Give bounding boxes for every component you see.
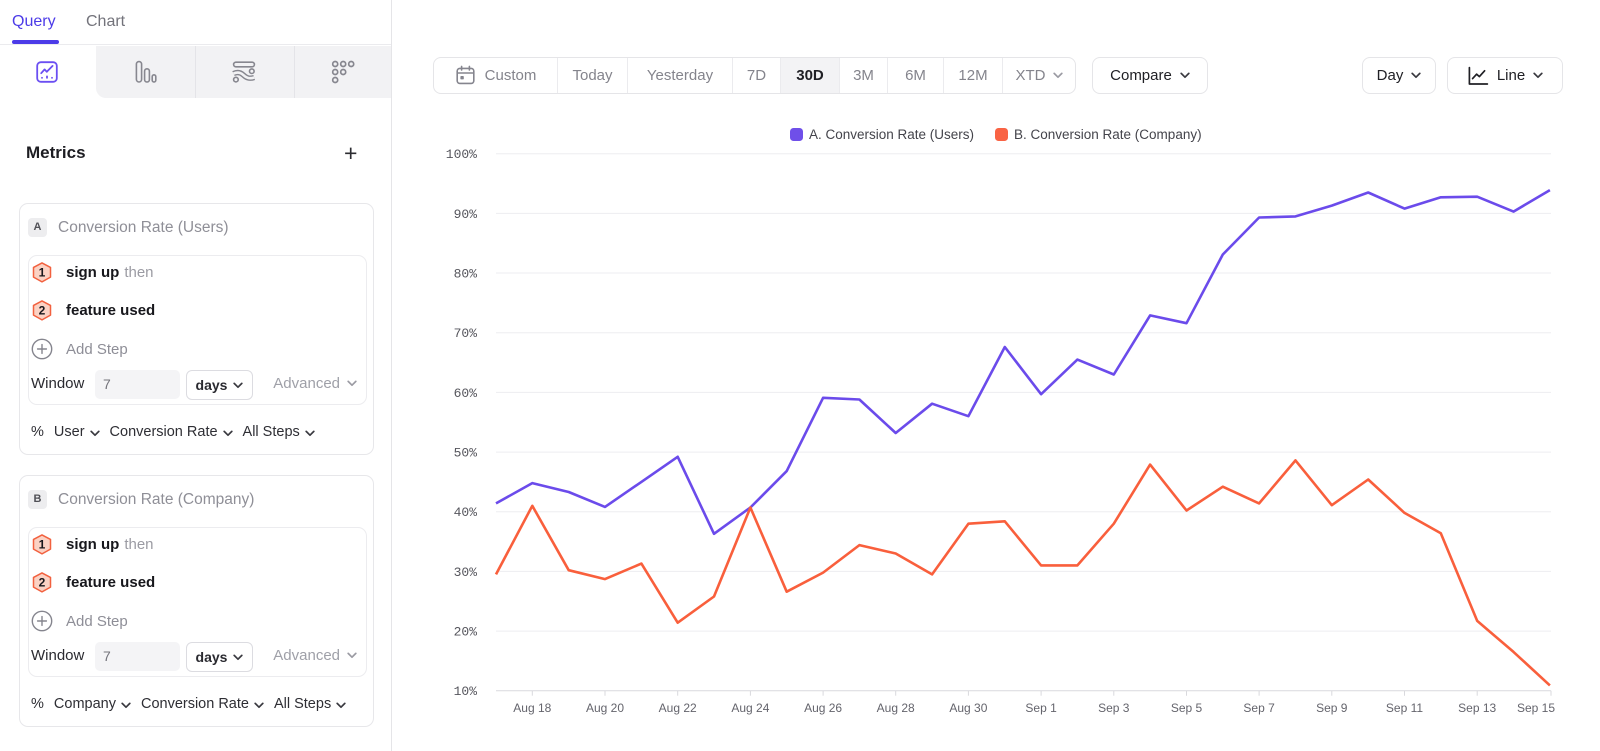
svg-text:2: 2	[39, 303, 46, 317]
svg-text:Sep 1: Sep 1	[1025, 701, 1057, 715]
svg-text:2: 2	[39, 575, 46, 589]
svg-text:100%: 100%	[446, 147, 477, 162]
svg-text:Sep 7: Sep 7	[1243, 701, 1275, 715]
svg-text:Aug 18: Aug 18	[513, 701, 551, 715]
svg-text:Sep 3: Sep 3	[1098, 701, 1130, 715]
svg-text:Sep 5: Sep 5	[1171, 701, 1203, 715]
svg-text:Aug 22: Aug 22	[659, 701, 697, 715]
svg-text:1: 1	[39, 537, 46, 551]
svg-text:50%: 50%	[454, 446, 478, 461]
svg-text:Sep 13: Sep 13	[1458, 701, 1496, 715]
svg-text:70%: 70%	[454, 326, 478, 341]
svg-text:80%: 80%	[454, 267, 478, 282]
svg-text:20%: 20%	[454, 625, 478, 640]
svg-text:Aug 20: Aug 20	[586, 701, 624, 715]
svg-text:Aug 26: Aug 26	[804, 701, 842, 715]
svg-text:Aug 30: Aug 30	[949, 701, 987, 715]
svg-text:Sep 9: Sep 9	[1316, 701, 1348, 715]
svg-text:Sep 15: Sep 15	[1517, 701, 1555, 715]
svg-text:Aug 24: Aug 24	[731, 701, 769, 715]
svg-text:40%: 40%	[454, 505, 478, 520]
svg-text:30%: 30%	[454, 565, 478, 580]
svg-text:90%: 90%	[454, 207, 478, 222]
svg-text:10%: 10%	[454, 684, 478, 699]
svg-text:Aug 28: Aug 28	[877, 701, 915, 715]
svg-text:1: 1	[39, 265, 46, 279]
svg-text:Sep 11: Sep 11	[1386, 701, 1423, 715]
svg-text:60%: 60%	[454, 386, 478, 401]
